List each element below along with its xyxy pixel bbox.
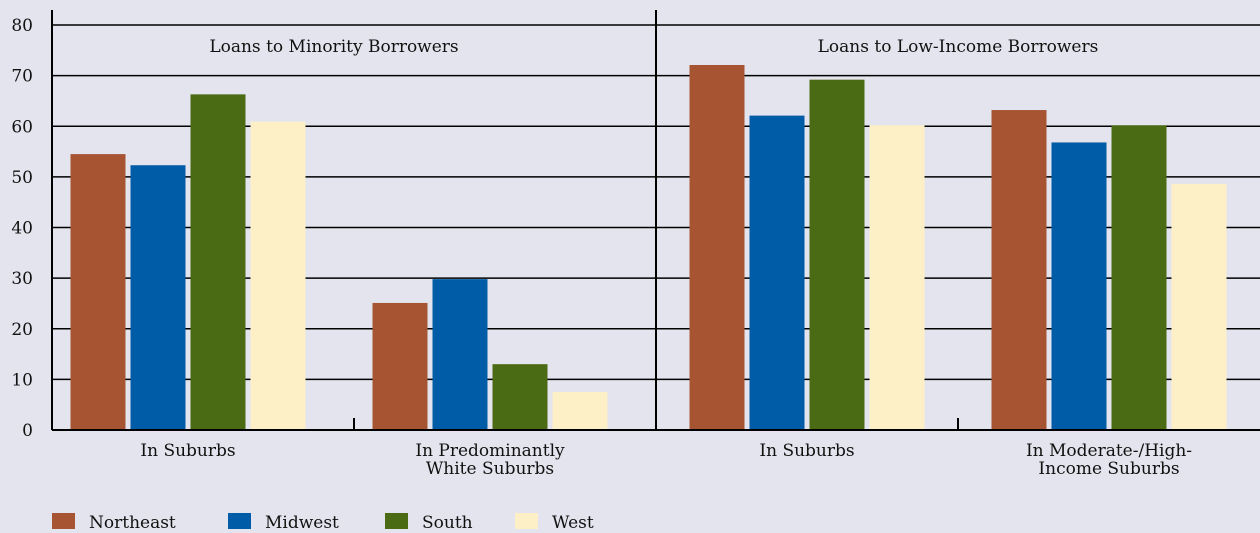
bar-west: [1171, 183, 1227, 430]
legend-swatch: [228, 513, 251, 529]
panel-titles: Loans to Minority Borrowers Loans to Low-…: [209, 37, 1098, 57]
y-tick-label: 80: [11, 16, 33, 36]
bar-south: [492, 364, 548, 430]
category-label: In Moderate-/High-Income Suburbs: [1026, 441, 1192, 479]
y-tick-label: 70: [11, 67, 33, 87]
legend-swatch: [515, 513, 538, 529]
bar-west: [552, 392, 608, 430]
category-labels: In Suburbs In Predominantly White Suburbs I…: [140, 441, 1192, 479]
bar-west: [250, 121, 306, 430]
bar-south: [190, 94, 246, 430]
legend-item-northeast: Northeast: [52, 513, 176, 533]
y-tick-label: 10: [11, 370, 33, 390]
y-tick-label: 40: [11, 219, 33, 239]
category-label: In Predominantly White Suburbs: [415, 441, 565, 479]
bar-south: [1111, 125, 1167, 431]
y-tick-label: 20: [11, 320, 33, 340]
legend-label: Northeast: [89, 513, 176, 533]
y-tick-label: 60: [11, 117, 33, 137]
legend-item-west: West: [515, 513, 594, 533]
legend-label: South: [422, 513, 473, 533]
axes: [51, 10, 1260, 431]
legend-label: Midwest: [265, 513, 339, 533]
legend-item-south: South: [385, 513, 473, 533]
category-label: In Suburbs: [759, 441, 854, 461]
bar-midwest: [432, 279, 488, 430]
bar-west: [869, 125, 925, 431]
y-tick-label: 0: [22, 421, 33, 441]
bar-south: [809, 79, 865, 431]
y-tick-label: 50: [11, 168, 33, 188]
bar-midwest: [130, 165, 186, 430]
panel-title: Loans to Minority Borrowers: [209, 37, 458, 57]
bar-northeast: [372, 302, 428, 430]
bar-northeast: [991, 110, 1047, 431]
legend-label: West: [552, 513, 594, 533]
bar-midwest: [749, 115, 805, 431]
y-axis-ticks: 0 10 20 30 40 50 60 70 80: [11, 16, 33, 441]
legend-swatch: [385, 513, 408, 529]
bar-northeast: [70, 154, 126, 430]
bar-midwest: [1051, 142, 1107, 430]
category-label: In Suburbs: [140, 441, 235, 461]
legend-item-midwest: Midwest: [228, 513, 339, 533]
legend-swatch: [52, 513, 75, 529]
panel-title: Loans to Low-Income Borrowers: [818, 37, 1099, 57]
legend: Northeast Midwest South West: [52, 513, 594, 533]
y-tick-label: 30: [11, 269, 33, 289]
bar-northeast: [689, 64, 745, 431]
bars: [70, 64, 1227, 431]
